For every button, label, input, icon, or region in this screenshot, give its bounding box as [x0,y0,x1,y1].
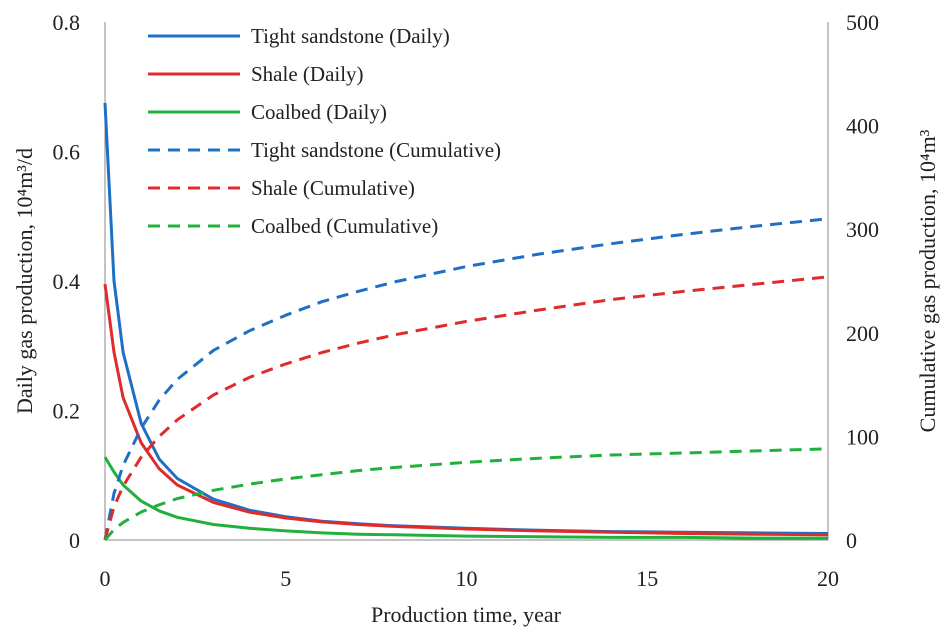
x-tick-labels: 0 5 10 15 20 [100,566,840,591]
left-y-tick-label: 0 [69,528,80,553]
legend-item: Shale (Daily) [148,62,364,86]
left-y-axis-title: Daily gas production, 10⁴m³/d [12,148,37,414]
right-y-tick-labels: 0 100 200 300 400 500 [846,10,879,553]
right-y-axis-title: Cumulative gas production, 10⁴m³ [915,129,940,432]
series-line-coalbed-cumulative [103,447,829,541]
right-y-tick-label: 100 [846,424,879,449]
x-tick-label: 15 [636,566,658,591]
x-axis-title: Production time, year [371,602,562,627]
legend: Tight sandstone (Daily) Shale (Daily) Coal… [148,24,501,238]
left-y-tick-label: 0.8 [53,10,81,35]
legend-label: Shale (Daily) [251,62,364,86]
legend-label: Coalbed (Cumulative) [251,214,438,238]
x-tick-label: 5 [280,566,291,591]
left-y-tick-labels: 0 0.2 0.4 0.6 0.8 [53,10,81,553]
left-y-tick-label: 0.2 [53,399,81,424]
legend-item: Tight sandstone (Cumulative) [148,138,501,162]
legend-label: Tight sandstone (Daily) [251,24,450,48]
right-y-tick-label: 0 [846,528,857,553]
right-y-tick-label: 300 [846,217,879,242]
x-tick-label: 20 [817,566,839,591]
legend-label: Coalbed (Daily) [251,100,387,124]
legend-label: Shale (Cumulative) [251,176,415,200]
legend-label: Tight sandstone (Cumulative) [251,138,501,162]
left-y-tick-label: 0.6 [53,140,81,165]
series-line-tight-sandstone-daily [103,102,829,535]
legend-item: Tight sandstone (Daily) [148,24,450,48]
legend-item: Coalbed (Cumulative) [148,214,438,238]
right-y-tick-label: 500 [846,10,879,35]
series-line-tight-sandstone-cumulative [103,217,829,541]
series-line-shale-cumulative [103,275,829,541]
x-tick-label: 10 [456,566,478,591]
right-y-tick-label: 200 [846,321,879,346]
plot-frame [104,22,829,541]
x-tick-label: 0 [100,566,111,591]
legend-item: Shale (Cumulative) [148,176,415,200]
right-y-tick-label: 400 [846,114,879,139]
series-lines [103,102,829,541]
series-line-coalbed-daily [103,456,828,540]
left-y-tick-label: 0.4 [53,269,81,294]
legend-item: Coalbed (Daily) [148,100,387,124]
